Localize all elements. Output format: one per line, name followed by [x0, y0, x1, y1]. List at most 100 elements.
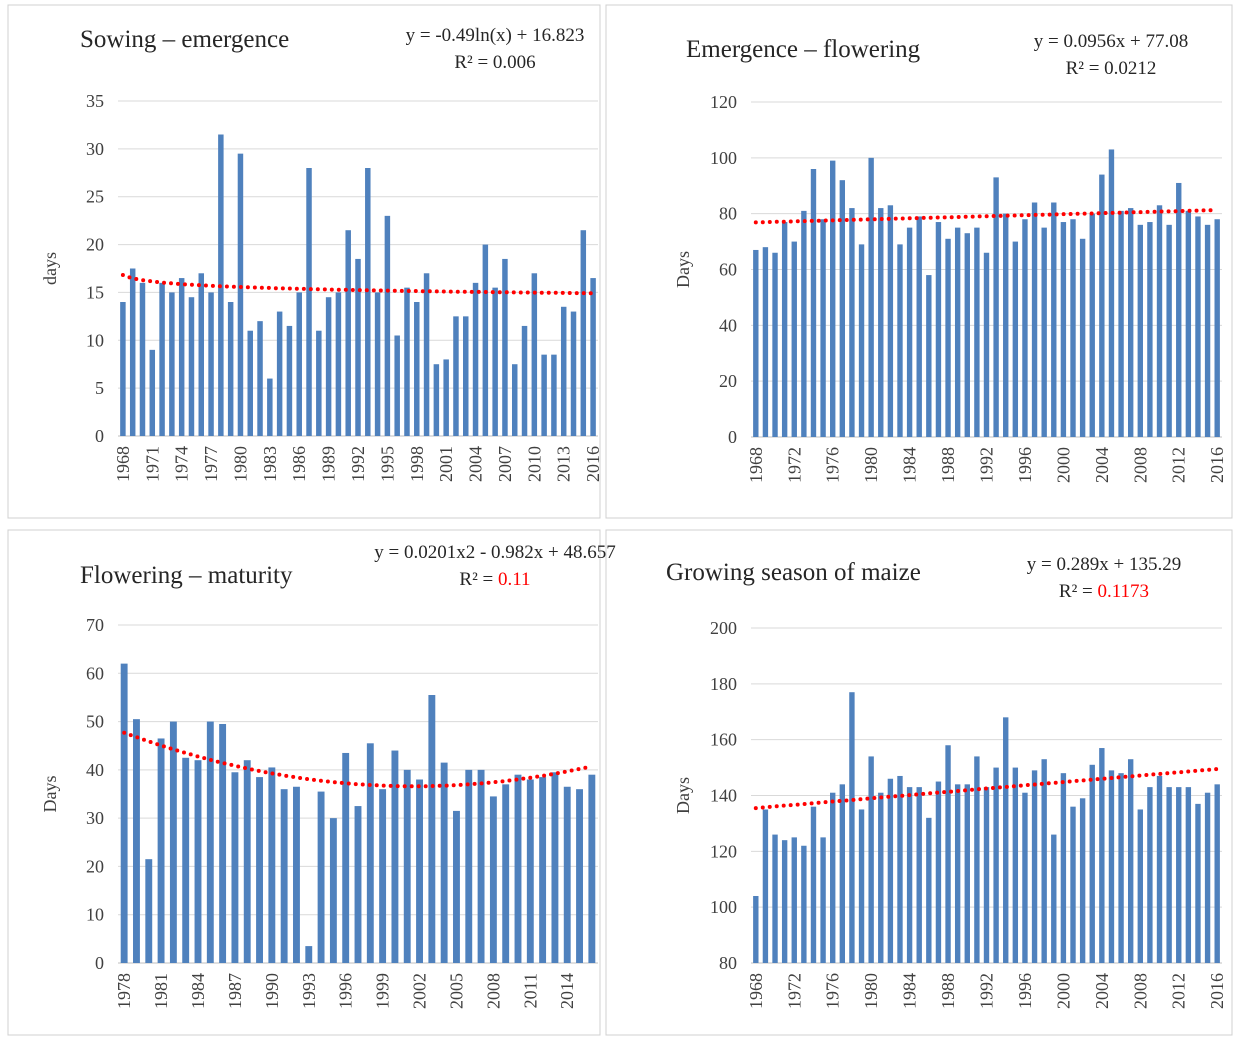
bar	[521, 325, 528, 436]
bar	[463, 316, 469, 436]
y-tick-label: 120	[710, 841, 737, 861]
x-tick-label: 1981	[151, 973, 171, 1009]
trend-equation: y = 0.289x + 135.29	[1027, 554, 1181, 575]
x-tick-label: 2008	[1130, 973, 1150, 1009]
bar	[178, 278, 185, 436]
bar	[268, 767, 276, 963]
r-squared-label: R² =	[1059, 581, 1098, 602]
bar	[317, 791, 325, 963]
bar	[305, 946, 313, 963]
y-tick-label: 200	[710, 618, 737, 638]
bar	[293, 786, 300, 963]
bar	[208, 292, 214, 436]
trend-equation: y = 0.0956x + 77.08	[1034, 31, 1188, 52]
bar	[964, 784, 970, 963]
y-tick-label: 100	[710, 148, 737, 168]
bar	[453, 316, 459, 436]
bar	[791, 837, 797, 963]
bar	[935, 222, 942, 437]
trendline	[122, 730, 594, 789]
x-tick-label: 1980	[861, 447, 881, 483]
x-tick-label: 2016	[1207, 973, 1227, 1009]
x-tick-label: 1972	[784, 447, 804, 483]
bar	[762, 247, 769, 437]
y-axis-label: Days	[40, 776, 60, 813]
bar	[169, 292, 175, 436]
bar	[906, 227, 913, 437]
x-tick-label: 1992	[348, 446, 368, 482]
bar	[433, 364, 440, 436]
trendline	[120, 273, 596, 296]
bar	[1060, 222, 1067, 437]
x-tick-label: 2004	[1092, 973, 1112, 1009]
bar	[489, 796, 497, 963]
y-tick-label: 60	[86, 663, 104, 683]
x-tick-label: 1980	[861, 973, 881, 1009]
bar	[443, 359, 449, 436]
bar	[1108, 149, 1115, 438]
bar	[1003, 717, 1009, 963]
bar	[188, 297, 195, 436]
bar	[306, 168, 312, 436]
x-tick-label: 1992	[977, 973, 997, 1009]
bar	[354, 806, 362, 963]
bar	[206, 721, 214, 963]
x-tick-label: 1986	[289, 446, 309, 482]
bar	[423, 273, 430, 436]
bar	[465, 769, 473, 963]
bar	[588, 774, 596, 963]
chart: Growing season of maize Days y = 0.289x + …	[666, 554, 1227, 1009]
bar	[1051, 834, 1057, 963]
y-tick-label: 20	[86, 235, 104, 255]
x-tick-label: 2002	[410, 973, 430, 1009]
bar	[580, 230, 587, 436]
y-tick-label: 20	[86, 856, 104, 876]
bar	[267, 378, 273, 436]
bar	[139, 282, 146, 436]
r-squared-value: 0.1173	[1098, 581, 1150, 602]
x-tick-label: 1987	[225, 973, 245, 1009]
bar	[849, 208, 855, 437]
x-tick-label: 2004	[1092, 447, 1112, 483]
bar	[1185, 210, 1192, 437]
x-tick-label: 2016	[583, 446, 603, 482]
bar	[1195, 803, 1201, 963]
trendline	[753, 208, 1220, 225]
bar	[379, 789, 387, 963]
x-tick-label: 1971	[142, 446, 162, 482]
bar	[1137, 809, 1143, 963]
x-tick-label: 2000	[1053, 973, 1073, 1009]
bar	[492, 287, 498, 436]
y-tick-label: 140	[710, 786, 737, 806]
x-tick-label: 2012	[1169, 973, 1189, 1009]
bar	[1156, 205, 1163, 437]
bar	[526, 779, 534, 963]
bar	[472, 282, 479, 436]
r-squared: R² = 0.1173	[1059, 581, 1149, 602]
bar	[1022, 219, 1028, 437]
x-tick-label: 1977	[201, 446, 221, 482]
y-tick-label: 60	[719, 260, 737, 280]
bar	[839, 784, 846, 963]
bar	[1003, 213, 1009, 437]
bar	[964, 233, 970, 437]
y-tick-label: 120	[710, 92, 737, 112]
bar	[511, 364, 518, 436]
bar	[887, 205, 894, 437]
r-squared-value: 0.0212	[1104, 58, 1156, 79]
bar	[366, 743, 374, 963]
bar	[440, 762, 448, 963]
bar	[1214, 219, 1220, 437]
bar	[1070, 219, 1076, 437]
bar	[858, 809, 865, 963]
bar	[916, 787, 922, 963]
x-tick-label: 2001	[436, 446, 456, 482]
y-tick-label: 30	[86, 139, 104, 159]
trend-equation: y = 0.0201x2 - 0.982x + 48.657	[374, 542, 616, 563]
panel-frame	[605, 529, 1233, 1036]
bar	[926, 817, 932, 963]
bar	[482, 244, 489, 436]
r-squared-label: R² =	[459, 569, 498, 590]
bar	[974, 227, 980, 437]
bar	[820, 837, 826, 963]
